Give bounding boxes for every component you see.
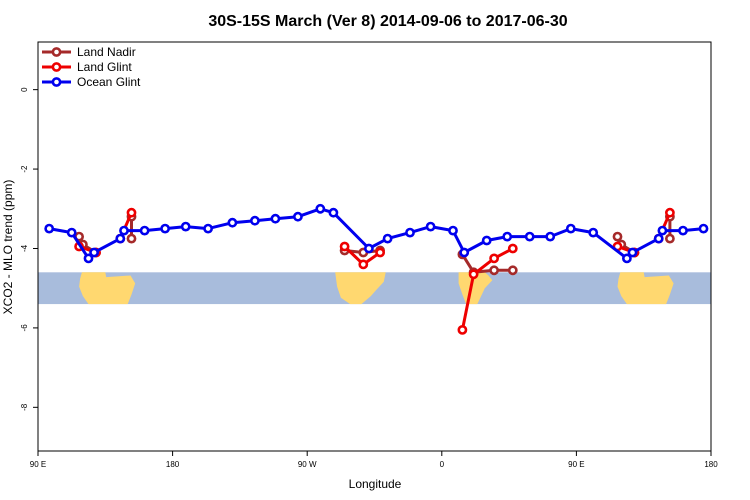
y-tick-label: -2 [20,165,29,173]
ocean-glint-point [657,225,668,236]
x-tick-label: 90 E [30,460,46,469]
land-nadir-point [612,231,623,242]
land-glint-line [460,247,514,331]
ocean-glint-point [89,247,99,258]
ocean-glint-point [83,253,94,264]
map-band [38,272,711,305]
australia-land-east [617,272,674,305]
land-glint-point [375,247,385,258]
ocean-glint-point [502,231,513,242]
ocean-glint-point [588,227,599,238]
ocean-glint-point [698,223,709,234]
x-tick-label: 180 [166,460,180,469]
ocean-glint-point [44,223,55,234]
land-glint-point [339,241,350,252]
legend-marker-land-glint [51,62,62,72]
ocean-glint-point [678,225,688,236]
ocean-glint-point [459,247,470,258]
x-tick-label: 90 W [298,460,317,469]
y-tick-label: -6 [20,324,29,332]
ocean-glint-line [48,207,704,260]
ocean-glint-point [448,225,458,236]
ocean-glint-point [180,221,191,232]
y-tick-label: 0 [20,87,29,92]
ocean-glint-point [227,217,238,228]
africa-land [458,272,493,305]
land-glint-point [358,259,369,270]
south-america-land [335,272,386,305]
land-glint-point [665,207,675,218]
ocean-glint-point [292,211,303,222]
land-glint-point [457,324,468,335]
axes: 90 E 180 90 W 0 90 E 180 0 -2 -4 -6 -8 [20,41,718,469]
land-glint-point [489,253,499,264]
land-nadir-point [665,233,675,244]
x-axis-label: Longitude [349,477,402,491]
land-glint-point [126,207,137,218]
ocean-glint-point [328,207,339,218]
ocean-glint-point [405,227,415,238]
land-nadir-line [461,253,513,274]
ocean-glint-point [425,221,436,232]
legend-marker-land-nadir [51,47,62,57]
ocean-glint-point [363,243,374,254]
legend-label-ocean-glint: Ocean Glint [77,75,141,89]
land-glint-point [507,243,518,254]
ocean-glint-point [249,215,260,226]
x-tick-label: 90 E [568,460,584,469]
ocean-glint-point [653,233,664,244]
ocean-glint-point [545,231,556,242]
ocean-glint-point [622,253,632,264]
ocean-glint-point [524,231,535,242]
ocean-glint-point [139,225,150,236]
y-axis-label: XCO2 - MLO trend (ppm) [1,180,15,315]
ocean-glint-point [160,223,170,234]
ocean-glint-point [481,235,492,246]
legend-label-land-glint: Land Glint [77,60,132,74]
legend-label-land-nadir: Land Nadir [77,45,136,59]
ocean-glint-point [115,233,126,244]
x-tick-label: 180 [704,460,718,469]
ocean-glint-point [382,233,393,244]
ocean-glint-point [66,227,77,238]
chart-title: 30S-15S March (Ver 8) 2014-09-06 to 2017… [208,13,567,30]
series [44,203,709,335]
legend-marker-ocean-glint [51,77,62,87]
x-tick-label: 0 [440,460,445,469]
land-nadir-point [126,233,137,244]
ocean-glint-point [119,225,129,236]
ocean-glint-point [315,203,326,214]
ocean-glint-point [203,223,213,234]
ocean-glint-point [627,247,638,258]
australia-land [79,272,136,305]
ocean-glint-point [270,213,281,224]
y-tick-label: -4 [20,244,29,252]
land-glint-point [468,269,479,280]
plot-frame [37,41,712,452]
ocean-glint-point [565,223,576,234]
y-tick-label: -8 [20,403,29,411]
ocean-glint-series [44,203,709,264]
land-nadir-point [507,265,518,276]
land-nadir-point [489,265,499,276]
